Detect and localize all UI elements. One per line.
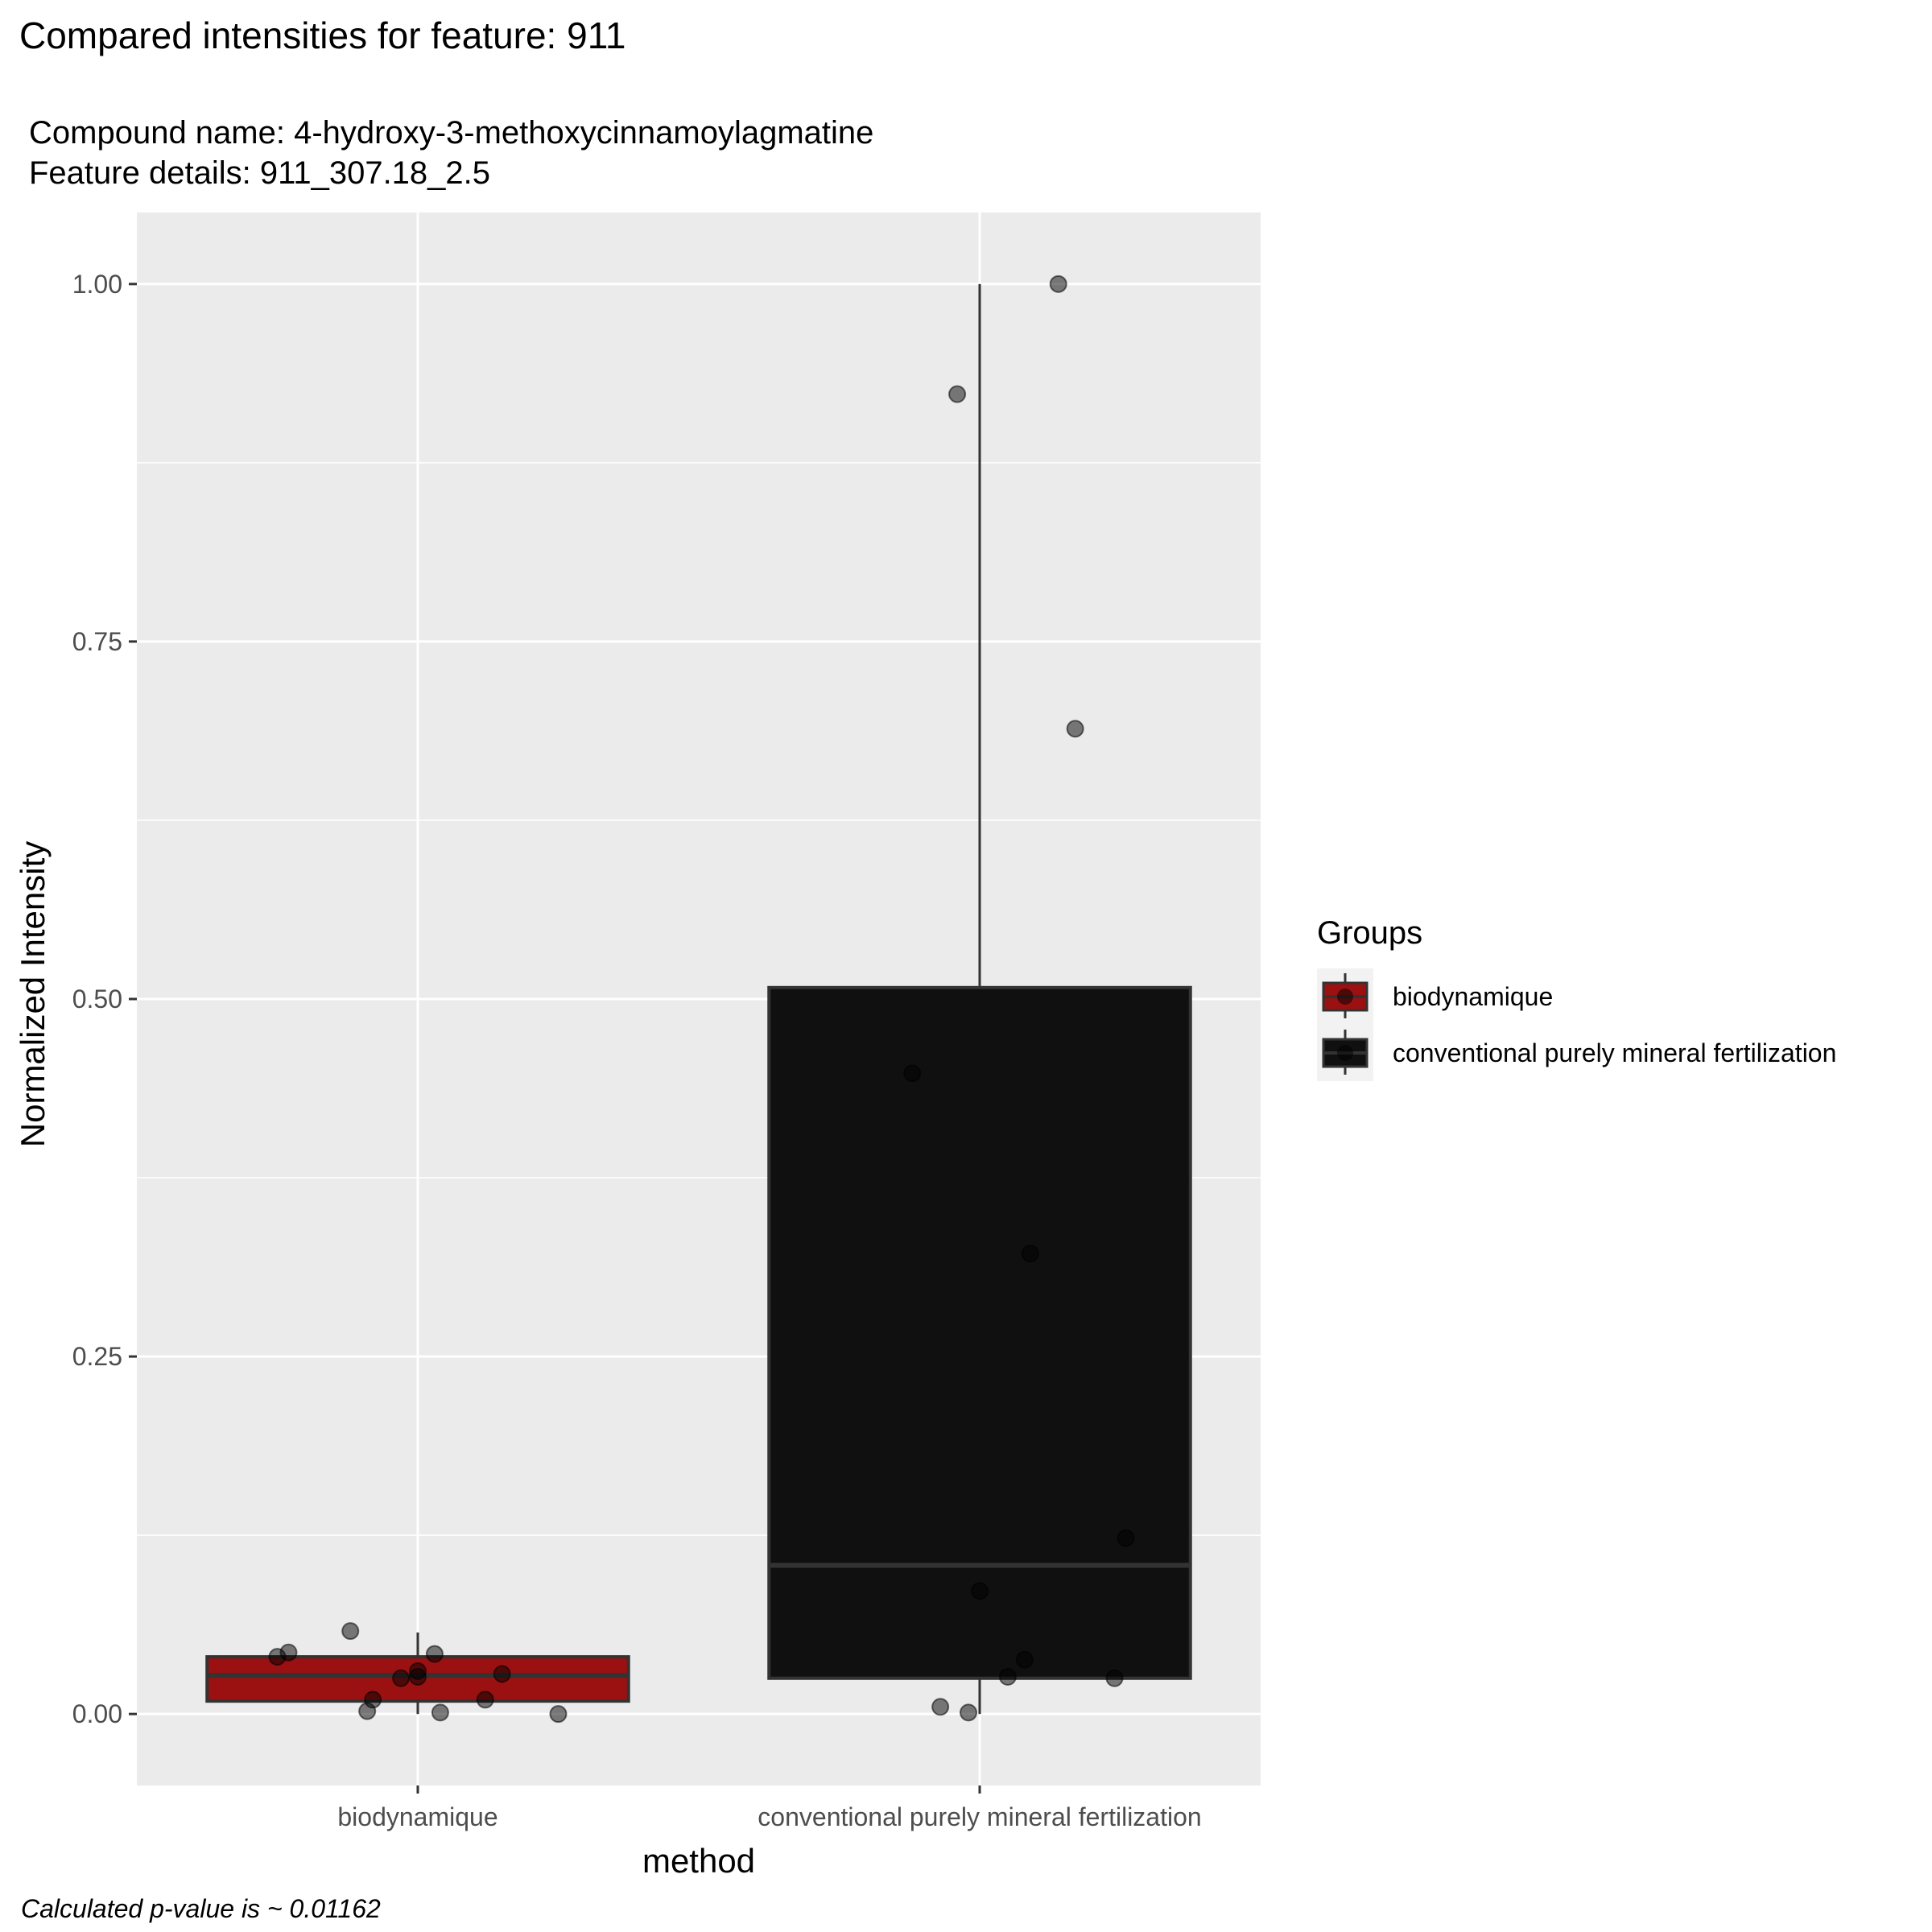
y-tick-label: 0.00: [72, 1699, 122, 1728]
legend: Groups biodynamique conventional purely m…: [1317, 915, 1836, 1081]
data-point: [960, 1703, 978, 1722]
chart-title: Compared intensities for feature: 911: [19, 14, 625, 56]
data-point: [341, 1622, 360, 1641]
p-value-caption: Calculated p-value is ~ 0.01162: [21, 1894, 381, 1923]
data-point: [1105, 1669, 1124, 1687]
data-point: [948, 385, 967, 403]
legend-label: conventional purely mineral fertilizatio…: [1393, 1038, 1836, 1067]
data-point: [476, 1690, 494, 1709]
chart-subtitle-feature: Feature details: 911_307.18_2.5: [29, 155, 490, 191]
data-point: [1066, 720, 1084, 738]
data-point: [931, 1698, 950, 1716]
data-point: [971, 1582, 989, 1600]
boxplot-1: [767, 283, 1192, 1715]
data-point: [431, 1703, 449, 1722]
data-point: [1021, 1245, 1039, 1263]
data-point: [549, 1705, 568, 1724]
legend-key-point: [1337, 989, 1353, 1005]
box: [767, 985, 1192, 1680]
data-point: [425, 1645, 444, 1663]
data-point: [903, 1064, 922, 1083]
data-point: [358, 1702, 377, 1720]
y-tick-label: 0.25: [72, 1342, 122, 1371]
legend-key-point: [1337, 1045, 1353, 1061]
legend-label: biodynamique: [1393, 982, 1553, 1011]
y-tick-label: 0.50: [72, 985, 122, 1013]
axes: 0.00 0.25 0.50 0.75 1.00 biodynamique conventi…: [72, 270, 1202, 1831]
data-point: [1049, 275, 1067, 293]
data-point: [998, 1667, 1017, 1686]
x-tick-label: conventional purely mineral fertilizatio…: [758, 1802, 1201, 1831]
y-tick-label: 1.00: [72, 270, 122, 299]
legend-title: Groups: [1317, 915, 1422, 951]
data-point: [409, 1667, 427, 1686]
x-axis-title: method: [642, 1842, 755, 1880]
x-tick-label: biodynamique: [337, 1802, 497, 1831]
data-point: [493, 1665, 511, 1683]
data-points: [268, 275, 1135, 1724]
chart-subtitle-compound: Compound name: 4-hydroxy-3-methoxycinnam…: [29, 115, 873, 151]
y-axis-title: Normalized Intensity: [14, 841, 52, 1147]
data-point: [392, 1669, 411, 1687]
data-point: [1117, 1529, 1135, 1547]
data-point: [279, 1643, 298, 1662]
y-tick-label: 0.75: [72, 627, 122, 656]
data-point: [1015, 1650, 1034, 1669]
